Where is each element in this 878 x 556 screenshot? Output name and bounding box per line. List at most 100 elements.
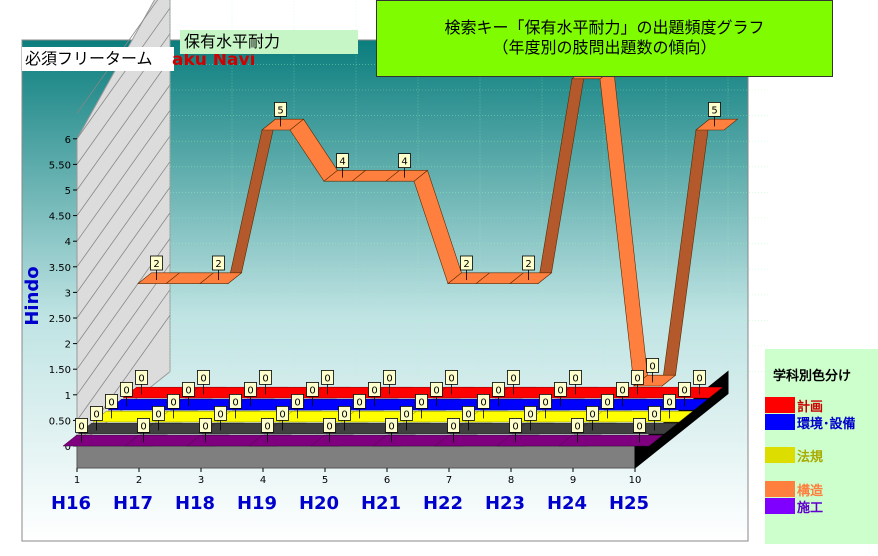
data-label-text: 0 xyxy=(619,385,625,396)
data-label: 0 xyxy=(385,417,398,443)
data-label-box xyxy=(137,417,150,433)
data-label-box xyxy=(383,369,396,385)
x-index-label: 3 xyxy=(198,475,204,486)
data-label: 0 xyxy=(445,369,458,395)
data-label: 0 xyxy=(137,417,150,443)
data-label-box xyxy=(616,381,629,397)
data-label-text: 0 xyxy=(217,409,223,420)
data-label: 0 xyxy=(569,369,582,395)
x-category-label: H24 xyxy=(547,493,587,514)
chart-title: 検索キー「保有水平耐力」の出題頻度グラフ （年度別の肢問出題数の傾向） xyxy=(376,0,833,77)
data-label-text: 0 xyxy=(93,409,99,420)
data-label-text: 0 xyxy=(78,421,84,432)
data-label: 4 xyxy=(398,153,411,178)
x-category-label: H21 xyxy=(361,493,401,514)
data-label-text: 0 xyxy=(324,373,330,384)
data-label: 0 xyxy=(693,369,706,395)
data-label-text: 0 xyxy=(170,397,176,408)
data-label: 0 xyxy=(199,417,212,443)
data-label-text: 0 xyxy=(572,373,578,384)
data-label-box xyxy=(445,369,458,385)
series-ribbons xyxy=(62,67,739,447)
side-wall-hatch xyxy=(76,7,171,140)
data-label: 0 xyxy=(182,381,195,407)
data-label-text: 0 xyxy=(634,373,640,384)
floor-band-segment xyxy=(573,422,679,435)
data-label: 0 xyxy=(430,381,443,407)
data-label: 0 xyxy=(633,417,646,443)
data-label: 0 xyxy=(507,369,520,395)
keyword-label: 保有水平耐力 xyxy=(180,30,358,54)
y-tick-label: 1.50 xyxy=(49,365,71,376)
data-label: 0 xyxy=(259,369,272,395)
data-label: 2 xyxy=(522,255,535,280)
data-label-text: 2 xyxy=(215,259,221,270)
ribbon-cap xyxy=(323,170,367,182)
data-label-text: 0 xyxy=(185,385,191,396)
data-label: 0 xyxy=(306,381,319,407)
data-label-text: 0 xyxy=(574,421,580,432)
data-label-text: 5 xyxy=(277,105,283,116)
data-label: 5 xyxy=(274,102,287,127)
side-wall-hatch xyxy=(76,110,171,242)
data-label: 0 xyxy=(524,405,537,431)
data-label-box xyxy=(150,255,163,271)
data-label-text: 0 xyxy=(557,385,563,396)
data-label-box xyxy=(336,153,349,169)
legend: 学科別色分け 計画 環境･設備 法規 構造 施工 xyxy=(765,349,878,544)
data-label-box xyxy=(152,405,165,421)
data-label-box xyxy=(524,405,537,421)
data-label-box xyxy=(306,381,319,397)
data-label-box xyxy=(509,417,522,433)
data-label: 0 xyxy=(571,417,584,443)
data-label-box xyxy=(338,405,351,421)
data-label: 0 xyxy=(663,393,676,419)
data-label-box xyxy=(368,381,381,397)
legend-label-kankyo: 環境･設備 xyxy=(797,417,856,432)
data-label-box xyxy=(75,417,88,433)
y-tick-label: 3.50 xyxy=(49,263,71,274)
data-label: 0 xyxy=(477,393,490,419)
legend-swatch-seko xyxy=(765,498,795,514)
data-label-box xyxy=(430,381,443,397)
data-label-text: 2 xyxy=(463,259,469,270)
x-index-label: 2 xyxy=(136,475,142,486)
x-category-label: H22 xyxy=(423,493,463,514)
data-label-box xyxy=(554,381,567,397)
data-label-text: 0 xyxy=(386,373,392,384)
data-label-box xyxy=(522,255,535,271)
x-index-label: 9 xyxy=(570,475,576,486)
data-label: 0 xyxy=(631,369,644,395)
data-label-text: 0 xyxy=(279,409,285,420)
data-label: 0 xyxy=(646,357,659,383)
data-label-text: 0 xyxy=(262,373,268,384)
data-label-text: 0 xyxy=(527,409,533,420)
data-label-box xyxy=(693,369,706,385)
data-label-box xyxy=(323,417,336,433)
data-label-text: 0 xyxy=(341,409,347,420)
data-label-text: 0 xyxy=(247,385,253,396)
data-label-text: 4 xyxy=(339,157,345,168)
data-label-box xyxy=(199,417,212,433)
data-label-text: 2 xyxy=(153,259,159,270)
x-index-label: 7 xyxy=(446,475,452,486)
y-tick-label: 1 xyxy=(65,391,71,402)
side-wall-hatch xyxy=(76,84,171,216)
data-label-box xyxy=(120,381,133,397)
required-freeterm-label: 必須フリーターム xyxy=(22,47,174,71)
data-label-box xyxy=(447,417,460,433)
y-tick-label: 0 xyxy=(65,442,71,453)
data-label-box xyxy=(648,405,661,421)
data-label-text: 0 xyxy=(604,397,610,408)
legend-swatch-keikaku xyxy=(765,397,795,413)
data-label: 0 xyxy=(291,393,304,419)
data-label: 0 xyxy=(400,405,413,431)
data-label-box xyxy=(400,405,413,421)
data-label: 0 xyxy=(75,417,88,443)
y-axis-label: Hindo xyxy=(22,266,43,325)
data-label-box xyxy=(259,369,272,385)
y-tick-label: 6 xyxy=(65,135,71,146)
data-label: 0 xyxy=(229,393,242,419)
data-label-box xyxy=(261,417,274,433)
chart-title-line2: （年度別の肢問出題数の傾向） xyxy=(492,38,717,57)
